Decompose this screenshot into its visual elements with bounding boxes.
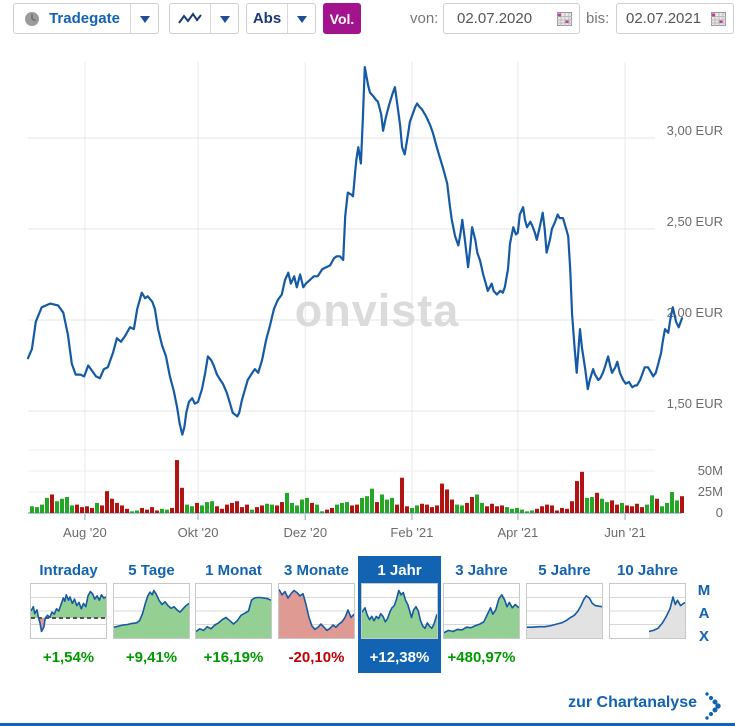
svg-text:onvista: onvista [295,285,460,336]
svg-text:25M: 25M [698,484,723,499]
timeframe-5-jahre[interactable]: 5 Jahre [523,556,606,673]
svg-text:0: 0 [716,505,723,520]
timeframe-3-monate[interactable]: 3 Monate -20,10% [275,556,358,673]
sparkline-1-jahr [361,583,438,639]
timeframe-10-jahre[interactable]: 10 Jahre [606,556,689,673]
svg-text:50M: 50M [698,463,723,478]
timeframe-3-jahre[interactable]: 3 Jahre +480,97% [440,556,523,673]
sparkline-10-jahre [609,583,686,639]
scale-label: Abs [252,10,282,27]
svg-text:Dez '20: Dez '20 [283,525,327,540]
timeframe-label: 5 Tage [128,562,175,579]
timeframe-change: +16,19% [203,649,264,666]
svg-text:Okt '20: Okt '20 [178,525,219,540]
exchange-select[interactable]: Tradegate [13,3,159,34]
exchange-dropdown-arrow-icon[interactable] [130,4,158,33]
timeframe-5-tage[interactable]: 5 Tage +9,41% [110,556,193,673]
timeframe-change: +12,38% [369,649,430,666]
svg-text:Aug '20: Aug '20 [63,525,107,540]
sparkline-3-jahre [443,583,520,639]
timeframe-change: +480,97% [447,649,516,666]
sparkline-5-jahre [526,583,603,639]
timeframe-label: 3 Jahre [455,562,508,579]
calendar-icon[interactable] [557,11,572,26]
timeframe-label: 10 Jahre [617,562,678,579]
price-volume-chart[interactable]: Aug '20 Okt '20 Dez '20 Feb '21 Apr '21 Jun '… [0,0,735,548]
sparkline-5-tage [113,583,190,639]
date-to-input[interactable]: 02.07.2021 [616,3,734,34]
calendar-icon[interactable] [711,11,726,26]
date-from-value: 02.07.2020 [457,10,533,27]
sparkline-intraday [30,583,107,639]
svg-text:3,00 EUR: 3,00 EUR [667,123,723,138]
timeframe-intraday[interactable]: Intraday +1,54% [27,556,110,673]
date-from-label: von: [410,10,439,27]
timeframe-change: +9,41% [125,649,178,666]
svg-text:2,50 EUR: 2,50 EUR [667,214,723,229]
delay-clock-icon [24,11,40,27]
dotted-chevron-icon[interactable] [703,691,723,722]
svg-text:1,50 EUR: 1,50 EUR [667,396,723,411]
date-from-input[interactable]: 02.07.2020 [443,3,580,34]
chartanalyse-link[interactable]: zur Chartanalyse [568,694,697,712]
timeframe-change: +1,54% [42,649,95,666]
line-chart-type-icon [178,11,202,26]
volume-toggle-button[interactable]: Vol. [323,3,361,34]
timeframe-label: 5 Jahre [538,562,591,579]
timeframe-label: 3 Monate [283,562,349,579]
chart-type-select[interactable] [169,3,239,34]
timeframe-1-monat[interactable]: 1 Monat +16,19% [192,556,275,673]
timeframe-label: 1 Jahr [377,562,422,579]
timeframe-1-jahr[interactable]: 1 Jahr +12,38% [358,556,441,673]
timeframe-label: 1 Monat [205,562,262,579]
scale-select[interactable]: Abs [246,3,316,34]
bottom-accent-bar [0,723,735,726]
exchange-label: Tradegate [49,10,120,27]
scale-dropdown-arrow-icon[interactable] [287,4,315,33]
svg-text:Jun '21: Jun '21 [604,525,646,540]
svg-text:Apr '21: Apr '21 [497,525,538,540]
svg-text:2,00 EUR: 2,00 EUR [667,305,723,320]
timeframe-label: Intraday [39,562,98,579]
chartanalyse-label: zur Chartanalyse [568,694,697,711]
sparkline-1-monat [195,583,272,639]
date-to-value: 02.07.2021 [626,10,702,27]
timeframe-tabs: Intraday +1,54% 5 Tage +9,41% 1 Monat +1… [0,556,735,674]
chart-type-dropdown-arrow-icon[interactable] [210,4,238,33]
sparkline-3-monate [278,583,355,639]
timeframe-change: -20,10% [288,649,345,666]
svg-text:Feb '21: Feb '21 [390,525,433,540]
date-to-label: bis: [586,10,610,27]
